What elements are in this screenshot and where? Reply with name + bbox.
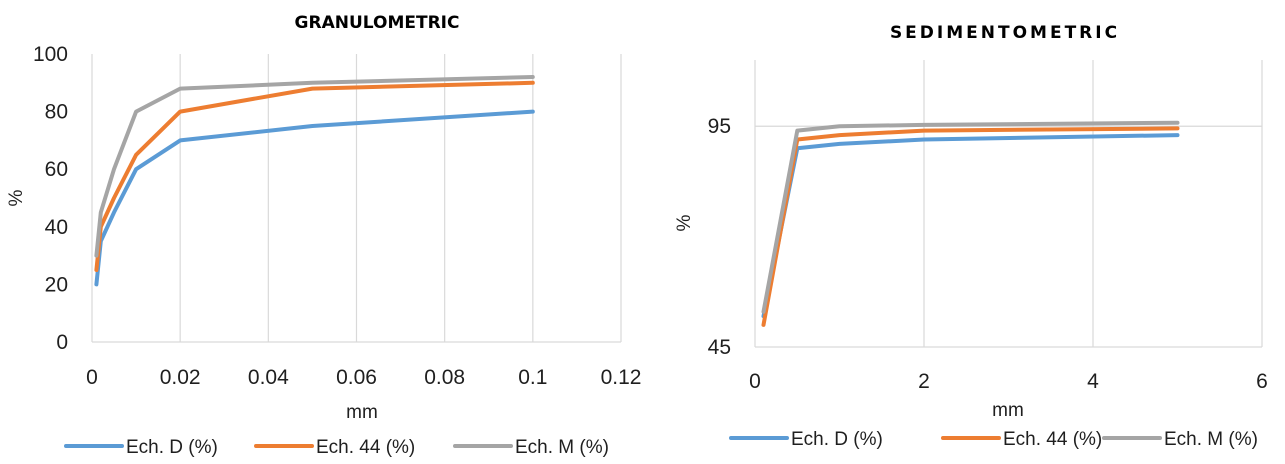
chart-title: SEDIMENTOMETRIC: [890, 23, 1120, 43]
x-axis-label: mm: [992, 400, 1024, 421]
y-tick-label: 80: [45, 101, 68, 124]
x-tick-label: 6: [1256, 370, 1268, 393]
x-tick-label: 0.1: [518, 366, 547, 389]
legend-label: Ech. D (%): [126, 437, 218, 458]
legend-label: Ech. 44 (%): [1003, 429, 1102, 450]
x-tick-label: 0.04: [248, 366, 289, 389]
x-tick-label: 0.08: [424, 366, 465, 389]
legend: Ech. D (%) Ech. 44 (%) Ech. M (%): [64, 437, 609, 458]
x-tick-label: 0: [749, 370, 761, 393]
series-line: [94, 75, 535, 258]
chart-title: GRANULOMETRIC: [295, 13, 460, 33]
y-tick-label: 20: [45, 273, 68, 296]
legend-label: Ech. D (%): [791, 429, 883, 450]
x-tick-label: 4: [1087, 370, 1099, 393]
y-tick-label: 40: [45, 216, 68, 239]
x-tick-label: 0.02: [160, 366, 201, 389]
legend-label: Ech. M (%): [1164, 429, 1258, 450]
x-tick-label: 0.12: [601, 366, 642, 389]
x-tick-label: 2: [918, 370, 930, 393]
y-axis-label: %: [674, 214, 695, 231]
granulometric-chart: GRANULOMETRIC 0 0.02 0.04 0.06 0.08 0.1 0.12 0 2…: [6, 13, 641, 458]
series-line: [761, 126, 1180, 327]
legend-label: Ech. 44 (%): [316, 437, 415, 458]
y-tick-label: 60: [45, 158, 68, 181]
sedimentometric-chart: SEDIMENTOMETRIC 0 2 4 6 45 95 mm % Ech. D (%)…: [674, 23, 1268, 450]
series-line: [94, 80, 535, 272]
x-tick-label: 0.06: [336, 366, 377, 389]
x-axis-label: mm: [346, 402, 378, 423]
series-line: [761, 133, 1180, 319]
y-tick-label: 100: [33, 43, 68, 66]
series-line: [94, 109, 535, 287]
y-tick-label: 45: [708, 336, 731, 359]
legend-label: Ech. M (%): [515, 437, 609, 458]
y-tick-label: 0: [56, 331, 68, 354]
series-line: [761, 120, 1180, 314]
legend: Ech. D (%) Ech. 44 (%) Ech. M (%): [729, 429, 1258, 450]
y-axis-label: %: [6, 189, 27, 206]
x-tick-label: 0: [86, 366, 98, 389]
y-tick-label: 95: [708, 115, 731, 138]
